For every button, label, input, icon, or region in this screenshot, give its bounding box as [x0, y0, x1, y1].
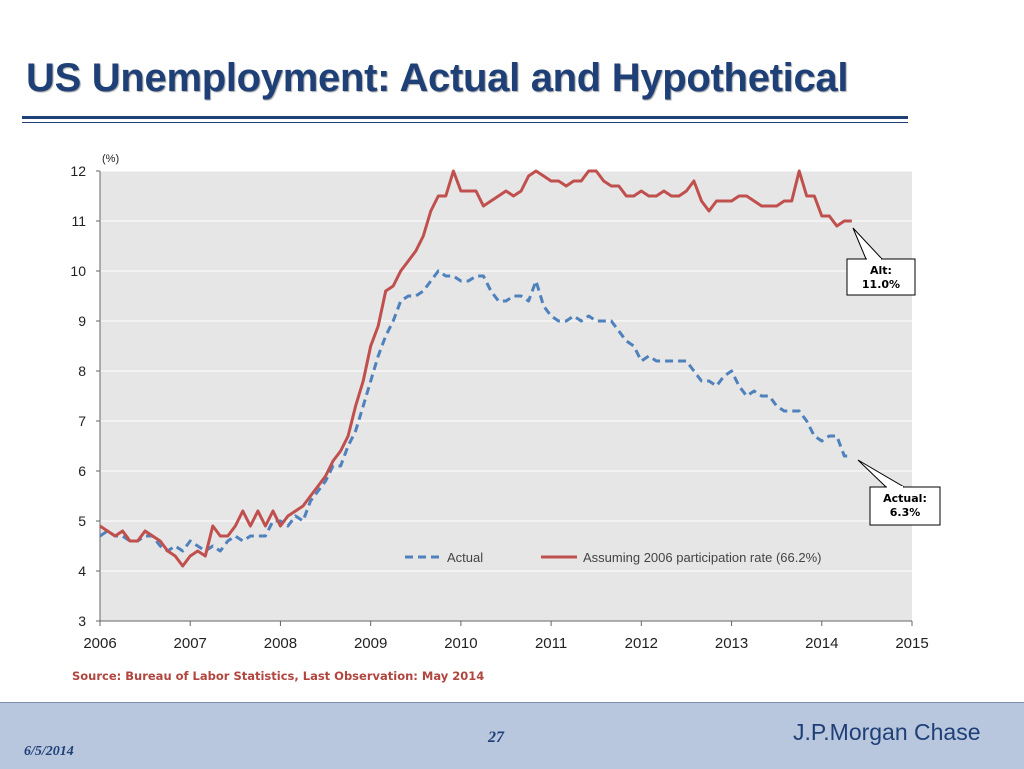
series-line-alt	[99, 169, 852, 568]
callout-box	[869, 486, 941, 526]
x-tick-label: 2009	[354, 635, 387, 652]
slide-title: US Unemployment: Actual and Hypothetical	[26, 56, 849, 100]
slide-footer: 6/5/2014 27 J.P.Morgan Chase	[0, 702, 1024, 769]
y-tick-label: 4	[78, 563, 86, 579]
page-number: 27	[488, 729, 504, 746]
y-tick-label: 7	[78, 413, 86, 429]
x-tick-label: 2013	[715, 635, 748, 652]
footer-date: 6/5/2014	[24, 744, 74, 759]
x-tick-label: 2012	[625, 635, 658, 652]
y-tick-label: 8	[78, 363, 86, 379]
x-tick-label: 2006	[83, 635, 116, 652]
unemployment-chart: 3 4 5 6 7 8 9 10 11 12 2006 2007 2008 2009 2010 2011 201…	[70, 153, 941, 652]
y-tick-label: 10	[70, 263, 86, 279]
title-rule	[22, 116, 908, 119]
y-tick-label: 12	[70, 163, 86, 179]
x-tick-label: 2007	[174, 635, 207, 652]
brand-name: J.P.Morgan Chase	[793, 719, 981, 745]
y-tick-label: 3	[78, 613, 86, 629]
legend-label-actual: Actual	[447, 550, 483, 565]
legend-label-alt: Assuming 2006 participation rate (66.2%)	[583, 550, 821, 565]
x-tick-label: 2010	[444, 635, 477, 652]
callout-label: Alt:	[870, 264, 892, 277]
x-tick-label: 2014	[805, 635, 838, 652]
x-tick-label: 2008	[264, 635, 297, 652]
callout-label: Actual:	[883, 492, 927, 505]
y-tick-label: 11	[71, 213, 86, 229]
x-tick-label: 2011	[535, 635, 567, 652]
plot-area	[100, 171, 912, 621]
y-axis-unit-label: (%)	[102, 153, 119, 165]
x-tick-label: 2015	[895, 635, 928, 652]
title-rule-thin	[22, 122, 908, 123]
callout-value: 6.3%	[890, 506, 921, 519]
y-tick-label: 9	[78, 313, 86, 329]
callout-value: 11.0%	[862, 278, 900, 291]
source-note: Source: Bureau of Labor Statistics, Last…	[72, 669, 485, 683]
y-tick-label: 6	[78, 463, 86, 479]
y-tick-label: 5	[78, 513, 86, 529]
series-line-actual	[99, 269, 852, 553]
callout-box	[846, 258, 916, 296]
